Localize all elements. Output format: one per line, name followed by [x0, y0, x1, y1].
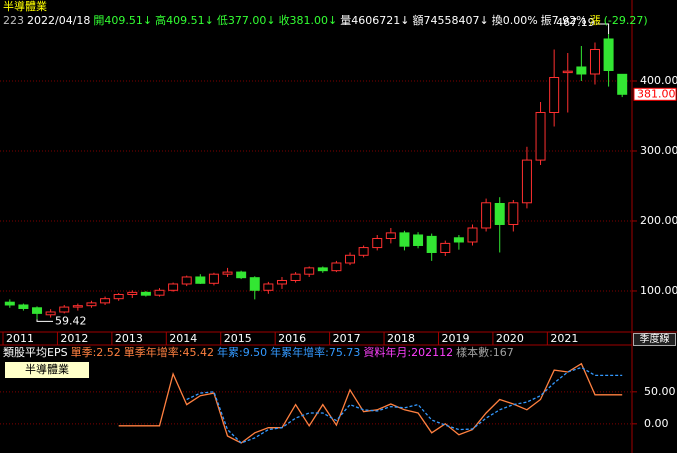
candle-body — [195, 276, 206, 284]
candle-body — [32, 307, 43, 314]
quote-field: 開409.51↓ — [93, 14, 153, 27]
quote-field: 額74558407↓ — [412, 14, 489, 27]
candle-body — [86, 302, 97, 307]
eps-stat: 資料年月:202112 — [363, 346, 454, 359]
leader-line — [36, 319, 54, 322]
quote-field: 換0.00% — [491, 14, 538, 27]
eps-stat: 年累:9.50 — [216, 346, 268, 359]
candle-body — [59, 306, 70, 313]
x-tick-label: 2012 — [60, 332, 88, 345]
candle-body — [263, 283, 274, 291]
quote-field: 漲 — [589, 14, 601, 27]
candle-body — [331, 262, 342, 272]
candle-body — [100, 298, 111, 304]
candle-body — [317, 267, 328, 272]
candle-body — [508, 202, 519, 225]
candle-body — [345, 254, 356, 264]
quote-date: 2022/04/18 — [27, 14, 91, 27]
x-tick-label: 2013 — [115, 332, 143, 345]
candle-body — [140, 291, 151, 296]
x-tick-label: 2016 — [278, 332, 306, 345]
candle-body — [399, 232, 410, 247]
candle-body — [494, 202, 505, 225]
eps-line — [118, 362, 623, 444]
y-tick-label: 100.00 — [640, 284, 677, 297]
eps-title: 類股平均EPS — [3, 346, 68, 359]
quote-field: 高409.51↓ — [155, 14, 214, 27]
x-tick-label: 2011 — [6, 332, 34, 345]
eps-line — [186, 366, 623, 444]
candle-body — [562, 70, 573, 74]
stock-title: 半導體業 — [3, 0, 47, 13]
candle-body — [467, 227, 478, 243]
y-tick-label: 300.00 — [640, 144, 677, 157]
candle-body — [113, 293, 124, 300]
eps-stat: 年累年增率:75.73 — [270, 346, 361, 359]
candle-body — [549, 76, 560, 113]
y-tick-label: 0.00 — [644, 417, 669, 430]
candle-body — [617, 73, 628, 95]
candle-body — [18, 304, 29, 309]
candle-body — [72, 305, 83, 308]
candle-body — [208, 273, 219, 284]
candle-body — [45, 311, 56, 316]
candle-body — [372, 237, 383, 249]
x-tick-label: 2021 — [550, 332, 578, 345]
candle-body — [4, 301, 15, 306]
candle-body — [154, 289, 165, 296]
candle-body — [290, 273, 301, 281]
period-button[interactable]: 季度線 — [633, 333, 676, 346]
x-tick-label: 2020 — [496, 332, 524, 345]
annotation: 467.19 — [556, 16, 595, 29]
quote-field: 量4606721↓ — [340, 14, 410, 27]
y-tick-label: 200.00 — [640, 214, 677, 227]
x-tick-label: 2014 — [169, 332, 197, 345]
candle-body — [603, 38, 614, 71]
eps-stat: 樣本數:167 — [456, 346, 514, 359]
last-price-label: 381.00 — [637, 87, 676, 100]
quote-field: 振7.92% — [540, 14, 587, 27]
candle-body — [181, 276, 192, 285]
candle-body — [358, 247, 369, 256]
candle-body — [385, 232, 396, 239]
last-price-box — [633, 87, 677, 101]
candle-body — [426, 235, 437, 253]
candle-body — [276, 279, 287, 285]
stock-code: 223 — [3, 14, 24, 27]
candle-body — [589, 48, 600, 75]
quote-bar: 223 2022/04/18 開409.51↓ 高409.51↓ 低377.00↓ 收38… — [3, 14, 675, 28]
quote-field: 收381.00↓ — [278, 14, 338, 27]
candle-body — [521, 159, 532, 204]
y-tick-label: 400.00 — [640, 74, 677, 87]
x-tick-label: 2018 — [387, 332, 415, 345]
candle-body — [481, 202, 492, 229]
quote-field: 低377.00↓ — [216, 14, 276, 27]
candle-body — [535, 111, 546, 161]
annotation: 59.42 — [55, 314, 87, 327]
candle-body — [576, 66, 587, 75]
candle-body — [222, 271, 233, 275]
candle-body — [127, 291, 138, 295]
leader-line — [596, 23, 610, 34]
candle-body — [168, 283, 179, 291]
x-tick-label: 2017 — [333, 332, 361, 345]
candle-body — [249, 277, 260, 291]
eps-header: 類股平均EPS 單季:2.52 單季年增率:45.42 年累:9.50 年累年增率:75… — [3, 346, 631, 360]
eps-stat: 單季:2.52 — [70, 346, 121, 359]
candle-body — [304, 267, 315, 275]
quote-field: (-29.27) — [603, 14, 648, 27]
x-tick-label: 2019 — [441, 332, 469, 345]
candle-body — [413, 234, 424, 246]
candle-body — [453, 237, 464, 243]
candle-body — [440, 242, 451, 253]
candle-body — [236, 271, 247, 279]
eps-stat: 單季年增率:45.42 — [123, 346, 214, 359]
eps-label: 半導體業 — [5, 362, 89, 378]
x-tick-label: 2015 — [224, 332, 252, 345]
y-tick-label: 50.00 — [644, 385, 676, 398]
